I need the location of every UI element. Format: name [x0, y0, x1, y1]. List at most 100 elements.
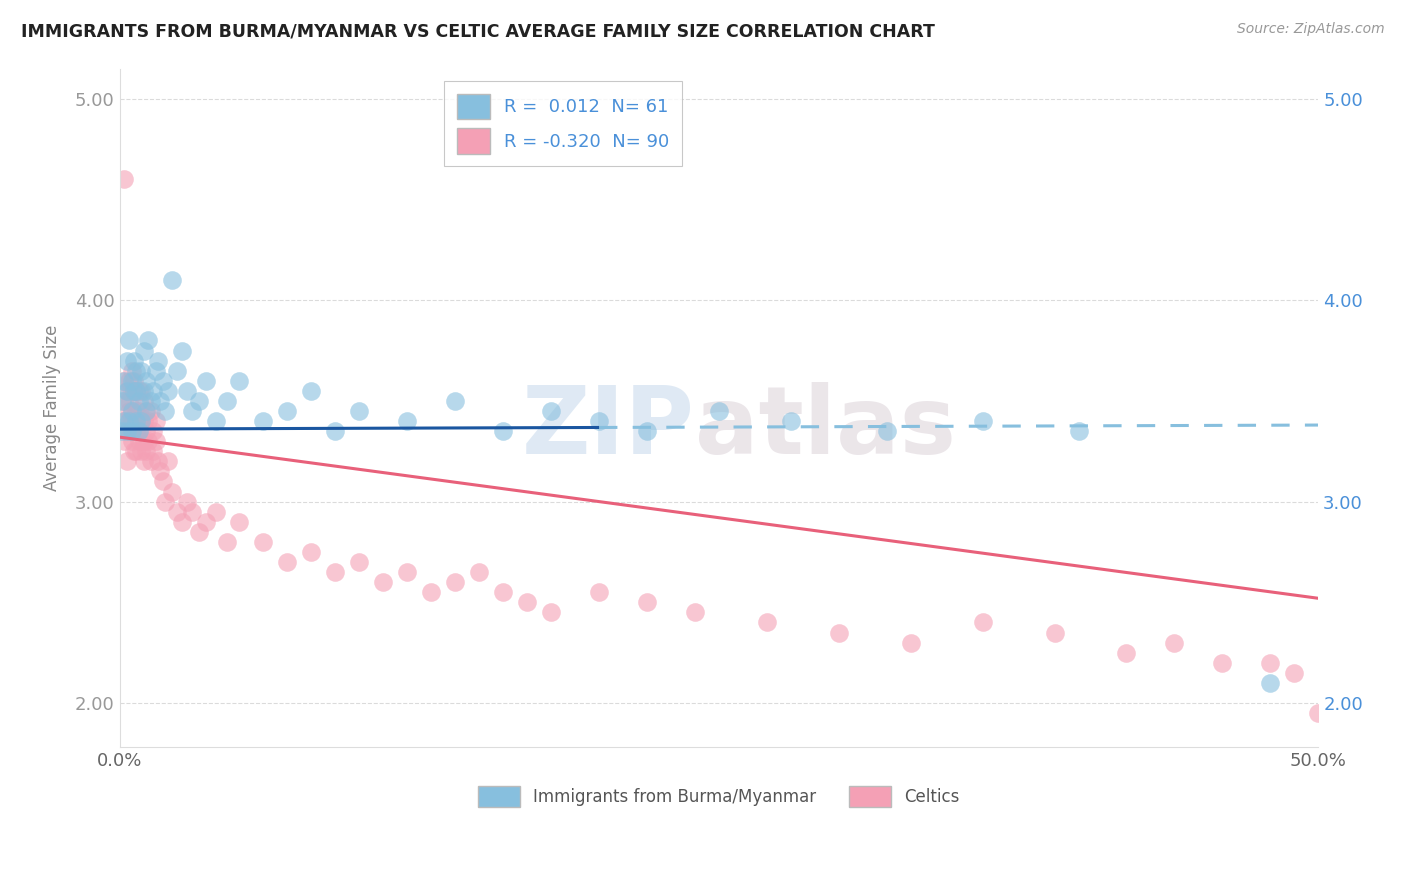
Point — [683, 606, 706, 620]
Point — [111, 414, 134, 428]
Point — [588, 414, 610, 428]
Point — [122, 384, 145, 398]
Point — [420, 585, 443, 599]
Point — [139, 393, 162, 408]
Point — [444, 575, 467, 590]
Point — [135, 374, 157, 388]
Point — [129, 444, 152, 458]
Point — [1043, 625, 1066, 640]
Point — [204, 505, 226, 519]
Point — [170, 515, 193, 529]
Point — [111, 424, 134, 438]
Point — [125, 364, 148, 378]
Point — [142, 424, 165, 438]
Point — [125, 384, 148, 398]
Point — [468, 565, 491, 579]
Point — [149, 393, 172, 408]
Point — [492, 585, 515, 599]
Point — [142, 444, 165, 458]
Point — [135, 404, 157, 418]
Point — [122, 424, 145, 438]
Point — [122, 353, 145, 368]
Point — [149, 464, 172, 478]
Point — [112, 414, 135, 428]
Text: Source: ZipAtlas.com: Source: ZipAtlas.com — [1237, 22, 1385, 37]
Point — [111, 393, 134, 408]
Point — [162, 484, 184, 499]
Point — [828, 625, 851, 640]
Point — [122, 414, 145, 428]
Point — [132, 393, 155, 408]
Point — [115, 454, 138, 468]
Point — [194, 515, 217, 529]
Point — [112, 434, 135, 449]
Point — [135, 444, 157, 458]
Point — [1260, 656, 1282, 670]
Point — [125, 404, 148, 418]
Point — [112, 172, 135, 186]
Point — [176, 384, 198, 398]
Point — [166, 364, 188, 378]
Point — [540, 404, 562, 418]
Point — [540, 606, 562, 620]
Point — [156, 384, 179, 398]
Point — [396, 414, 419, 428]
Point — [252, 414, 274, 428]
Point — [125, 414, 148, 428]
Point — [516, 595, 538, 609]
Point — [170, 343, 193, 358]
Point — [972, 414, 994, 428]
Point — [128, 424, 150, 438]
Y-axis label: Average Family Size: Average Family Size — [44, 325, 60, 491]
Point — [180, 505, 202, 519]
Point — [139, 404, 162, 418]
Point — [142, 384, 165, 398]
Point — [900, 635, 922, 649]
Point — [299, 545, 322, 559]
Text: atlas: atlas — [695, 383, 956, 475]
Point — [129, 414, 152, 428]
Point — [125, 384, 148, 398]
Text: IMMIGRANTS FROM BURMA/MYANMAR VS CELTIC AVERAGE FAMILY SIZE CORRELATION CHART: IMMIGRANTS FROM BURMA/MYANMAR VS CELTIC … — [21, 22, 935, 40]
Point — [276, 404, 298, 418]
Point — [135, 424, 157, 438]
Point — [132, 414, 155, 428]
Point — [145, 364, 167, 378]
Point — [180, 404, 202, 418]
Point — [115, 424, 138, 438]
Point — [396, 565, 419, 579]
Point — [325, 565, 347, 579]
Point — [129, 364, 152, 378]
Point — [121, 434, 143, 449]
Point — [129, 384, 152, 398]
Point — [252, 534, 274, 549]
Point — [129, 414, 152, 428]
Point — [187, 393, 209, 408]
Point — [588, 585, 610, 599]
Point — [125, 444, 148, 458]
Point — [118, 393, 141, 408]
Point — [128, 404, 150, 418]
Point — [118, 374, 141, 388]
Point — [118, 414, 141, 428]
Point — [112, 393, 135, 408]
Point — [187, 524, 209, 539]
Point — [299, 384, 322, 398]
Point — [128, 393, 150, 408]
Point — [492, 424, 515, 438]
Point — [132, 343, 155, 358]
Point — [325, 424, 347, 438]
Point — [128, 434, 150, 449]
Point — [1163, 635, 1185, 649]
Point — [636, 424, 658, 438]
Point — [779, 414, 801, 428]
Point — [145, 414, 167, 428]
Point — [444, 393, 467, 408]
Point — [146, 454, 169, 468]
Point — [132, 384, 155, 398]
Point — [146, 353, 169, 368]
Point — [204, 414, 226, 428]
Point — [121, 404, 143, 418]
Point — [972, 615, 994, 630]
Point — [121, 404, 143, 418]
